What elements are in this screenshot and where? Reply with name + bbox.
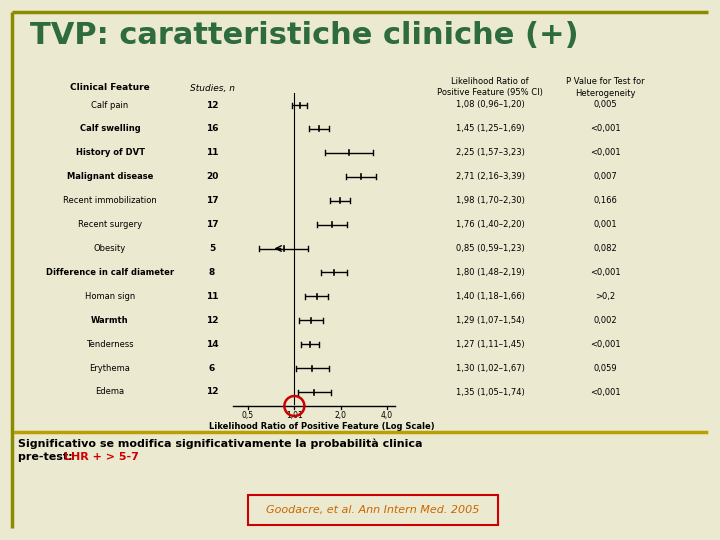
Text: 6: 6 xyxy=(209,363,215,373)
Text: 17: 17 xyxy=(206,196,218,205)
Text: 0,007: 0,007 xyxy=(593,172,617,181)
Text: <0,001: <0,001 xyxy=(590,268,621,277)
Text: 1,29 (1,07–1,54): 1,29 (1,07–1,54) xyxy=(456,316,524,325)
Text: Warmth: Warmth xyxy=(91,316,129,325)
Text: 16: 16 xyxy=(206,124,218,133)
Text: 11: 11 xyxy=(206,148,218,157)
Text: 0,005: 0,005 xyxy=(593,100,617,110)
Text: 0,5: 0,5 xyxy=(242,411,254,420)
Text: Erythema: Erythema xyxy=(89,363,130,373)
Text: Heterogeneity: Heterogeneity xyxy=(575,89,635,98)
Text: 1,40 (1,18–1,66): 1,40 (1,18–1,66) xyxy=(456,292,524,301)
Text: 8: 8 xyxy=(209,268,215,277)
Text: 0,082: 0,082 xyxy=(593,244,617,253)
Text: <0,001: <0,001 xyxy=(590,148,621,157)
Text: Homan sign: Homan sign xyxy=(85,292,135,301)
Text: 14: 14 xyxy=(206,340,218,349)
Text: Clinical Feature: Clinical Feature xyxy=(70,84,150,92)
Text: TVP: caratteristiche cliniche (+): TVP: caratteristiche cliniche (+) xyxy=(30,22,579,51)
Text: 1,08 (0,96–1,20): 1,08 (0,96–1,20) xyxy=(456,100,524,110)
Text: Edema: Edema xyxy=(96,388,125,396)
Text: 2,25 (1,57–3,23): 2,25 (1,57–3,23) xyxy=(456,148,524,157)
Text: <0,001: <0,001 xyxy=(590,388,621,396)
Text: 12: 12 xyxy=(206,100,218,110)
Text: LHR + > 5-7: LHR + > 5-7 xyxy=(64,452,139,462)
Text: Recent surgery: Recent surgery xyxy=(78,220,142,229)
Text: Malignant disease: Malignant disease xyxy=(67,172,153,181)
Text: 1,76 (1,40–2,20): 1,76 (1,40–2,20) xyxy=(456,220,524,229)
Text: P Value for Test for: P Value for Test for xyxy=(566,78,644,86)
Text: 20: 20 xyxy=(206,172,218,181)
Text: 1,35 (1,05–1,74): 1,35 (1,05–1,74) xyxy=(456,388,524,396)
Text: 2,0: 2,0 xyxy=(335,411,347,420)
Text: Obesity: Obesity xyxy=(94,244,126,253)
Text: 1,45 (1,25–1,69): 1,45 (1,25–1,69) xyxy=(456,124,524,133)
Text: 12: 12 xyxy=(206,388,218,396)
Text: 1,30 (1,02–1,67): 1,30 (1,02–1,67) xyxy=(456,363,524,373)
Text: >0,2: >0,2 xyxy=(595,292,615,301)
Text: 1,01: 1,01 xyxy=(286,411,302,420)
Text: Calf pain: Calf pain xyxy=(91,100,129,110)
Text: Likelihood Ratio of Positive Feature (Log Scale): Likelihood Ratio of Positive Feature (Lo… xyxy=(209,422,434,431)
Text: Tenderness: Tenderness xyxy=(86,340,134,349)
Text: 0,166: 0,166 xyxy=(593,196,617,205)
Text: 17: 17 xyxy=(206,220,218,229)
Text: 0,059: 0,059 xyxy=(593,363,617,373)
Text: 1,27 (1,11–1,45): 1,27 (1,11–1,45) xyxy=(456,340,524,349)
Text: Difference in calf diameter: Difference in calf diameter xyxy=(46,268,174,277)
Text: Goodacre, et al. Ann Intern Med. 2005: Goodacre, et al. Ann Intern Med. 2005 xyxy=(266,505,480,515)
Text: 1,98 (1,70–2,30): 1,98 (1,70–2,30) xyxy=(456,196,524,205)
Text: Significativo se modifica significativamente la probabilità clinica: Significativo se modifica significativam… xyxy=(18,438,423,449)
Text: 0,002: 0,002 xyxy=(593,316,617,325)
FancyBboxPatch shape xyxy=(248,495,498,525)
Text: History of DVT: History of DVT xyxy=(76,148,145,157)
Text: Studies, n: Studies, n xyxy=(189,84,235,92)
Text: 2,71 (2,16–3,39): 2,71 (2,16–3,39) xyxy=(456,172,524,181)
Text: Calf swelling: Calf swelling xyxy=(80,124,140,133)
Text: 0,001: 0,001 xyxy=(593,220,617,229)
Text: Likelihood Ratio of: Likelihood Ratio of xyxy=(451,78,528,86)
Text: <0,001: <0,001 xyxy=(590,340,621,349)
Text: Positive Feature (95% CI): Positive Feature (95% CI) xyxy=(437,89,543,98)
Text: 1,80 (1,48–2,19): 1,80 (1,48–2,19) xyxy=(456,268,524,277)
Text: Recent immobilization: Recent immobilization xyxy=(63,196,157,205)
Text: 11: 11 xyxy=(206,292,218,301)
Text: 4,0: 4,0 xyxy=(381,411,393,420)
Text: pre-test:: pre-test: xyxy=(18,452,76,462)
Text: 5: 5 xyxy=(209,244,215,253)
Text: 12: 12 xyxy=(206,316,218,325)
Text: 0,85 (0,59–1,23): 0,85 (0,59–1,23) xyxy=(456,244,524,253)
Text: <0,001: <0,001 xyxy=(590,124,621,133)
